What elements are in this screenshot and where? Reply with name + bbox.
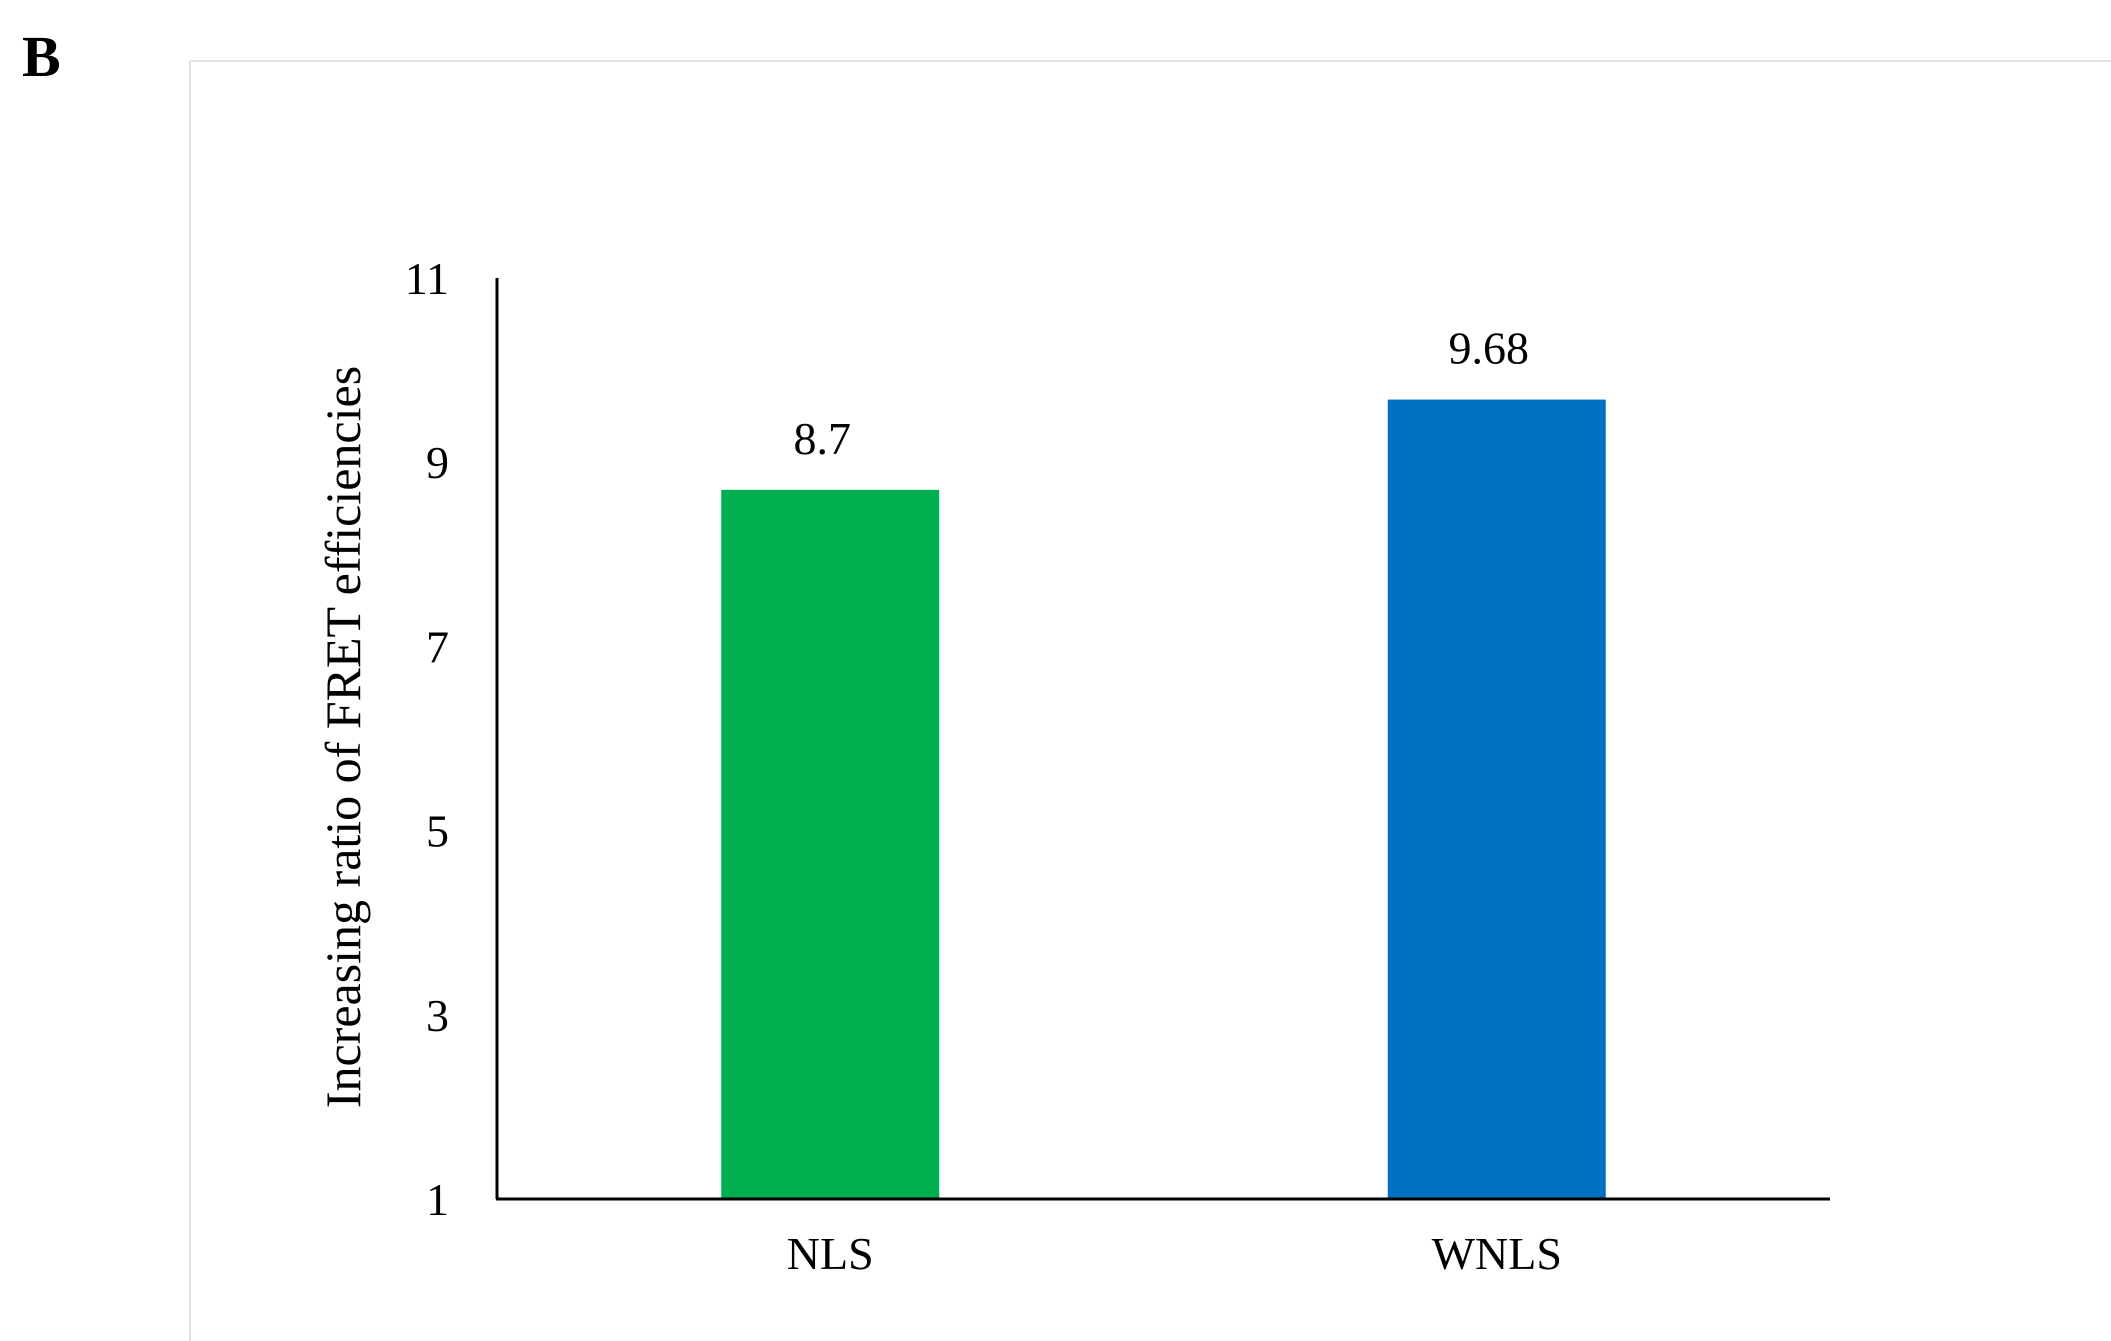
x-category-label-wnls: WNLS — [1432, 1228, 1562, 1279]
y-tick-label: 11 — [405, 253, 449, 304]
data-label-wnls: 9.68 — [1449, 323, 1530, 374]
bars-layer — [721, 399, 1606, 1200]
data-labels-layer: 8.7 9.68 — [794, 323, 1530, 464]
bar-nls — [721, 489, 940, 1200]
x-category-label-nls: NLS — [787, 1228, 874, 1279]
y-tick-label: 5 — [426, 806, 449, 857]
bar-wnls — [1387, 399, 1606, 1199]
y-tick-label: 1 — [426, 1174, 449, 1225]
y-tick-label: 9 — [426, 437, 449, 488]
y-tick-label: 3 — [426, 990, 449, 1041]
y-tick-label: 7 — [426, 621, 449, 672]
panel-label: B — [22, 24, 61, 89]
y-axis-title: Increasing ratio of FRET efficiencies — [315, 366, 371, 1108]
y-ticks-layer: 1 3 5 7 9 11 — [405, 253, 449, 1225]
x-categories-layer: NLS WNLS — [787, 1228, 1562, 1279]
data-label-nls: 8.7 — [794, 413, 852, 464]
